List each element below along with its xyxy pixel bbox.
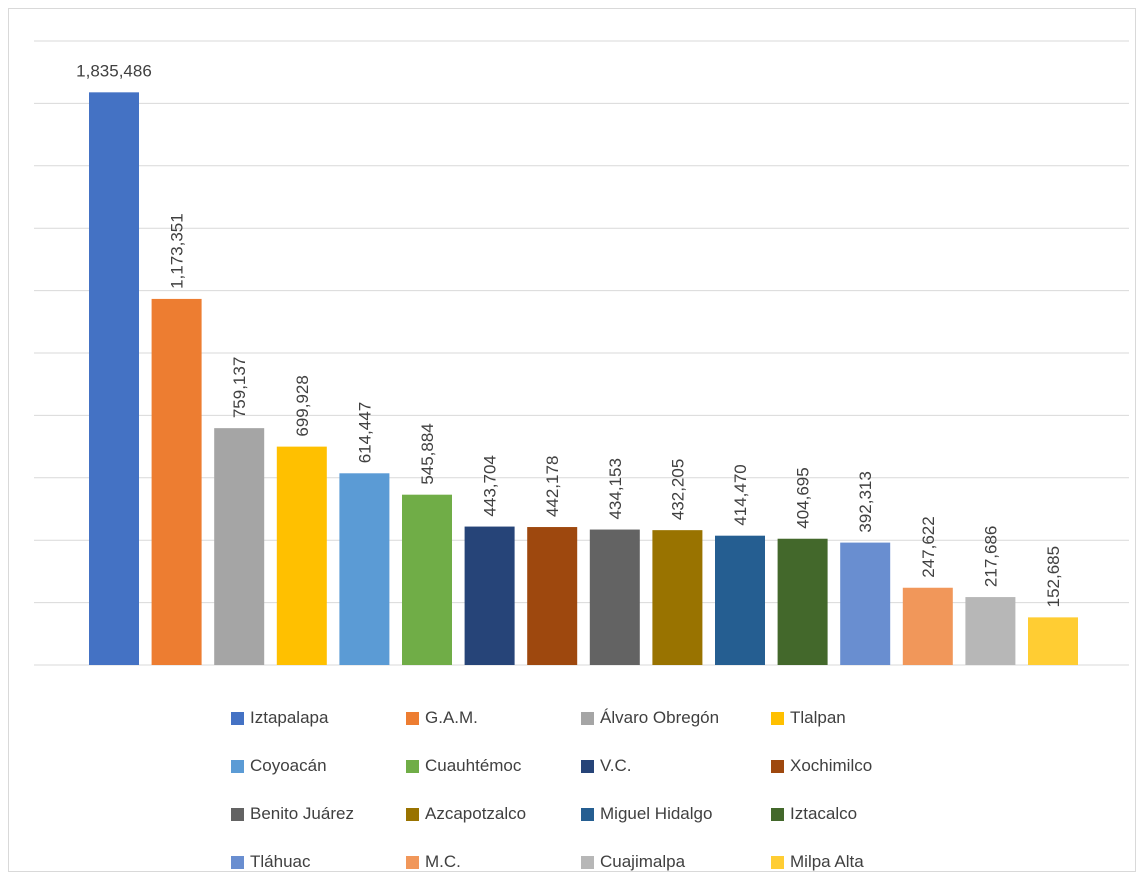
data-label-12: 404,695 [794,467,813,528]
legend-item-8: Xochimilco [771,753,971,779]
data-label-8: 442,178 [543,456,562,517]
legend-swatch [771,711,784,725]
bar-11 [715,535,765,665]
legend-label: Benito Juárez [250,804,354,823]
data-label-15: 217,686 [981,526,1000,587]
legend-swatch [406,711,419,725]
legend-label: V.C. [600,756,632,775]
bar-9 [589,529,640,665]
bar-10 [652,530,703,665]
legend-label: Tláhuac [250,852,311,871]
bar-chart: 1,835,486 1,173,351 759,137 699,928 614,447 5… [34,40,1129,666]
bar-2 [151,298,202,665]
bar-16 [1028,617,1078,665]
legend-swatch [231,855,244,869]
legend-label: Milpa Alta [790,852,864,871]
legend-swatch [231,759,244,773]
legend-swatch [771,759,784,773]
bar-5 [339,473,390,665]
bar-6 [402,494,452,665]
data-label-13: 392,313 [856,471,875,532]
legend-label: Miguel Hidalgo [600,804,713,823]
legend-item-2: G.A.M. [406,705,581,731]
legend-item-13: Tláhuac [231,849,406,875]
bar-14 [902,587,953,665]
legend-item-5: Coyoacán [231,753,406,779]
data-label-6: 545,884 [418,423,437,484]
chart-frame: 1,835,486 1,173,351 759,137 699,928 614,447 5… [8,8,1136,872]
legend-item-4: Tlalpan [771,705,971,731]
bar-3 [214,428,265,665]
legend-label: G.A.M. [425,708,478,727]
legend-item-10: Azcapotzalco [406,801,581,827]
legend-label: Xochimilco [790,756,873,775]
legend-label: Tlalpan [790,708,846,727]
legend-swatch [581,807,594,821]
legend-item-14: M.C. [406,849,581,875]
data-label-3: 759,137 [230,357,249,418]
data-label-5: 614,447 [355,402,374,463]
legend-swatch [581,855,594,869]
legend-swatch [231,807,244,821]
data-label-14: 247,622 [919,516,938,577]
legend-item-6: Cuauhtémoc [406,753,581,779]
legend-swatch [581,759,594,773]
bar-12 [777,538,828,665]
legend-label: Azcapotzalco [425,804,527,823]
legend-swatch [771,855,784,869]
data-label-4: 699,928 [293,375,312,436]
legend-label: Iztapalapa [250,708,329,727]
legend-swatch [771,807,784,821]
legend-label: Álvaro Obregón [600,708,720,727]
legend-swatch [406,759,419,773]
legend-label: Iztacalco [790,804,858,823]
bar-8 [527,527,578,665]
data-label-10: 432,205 [668,459,687,520]
data-label-1: 1,835,486 [76,61,152,80]
legend-label: Cuauhtémoc [425,756,522,775]
legend-item-3: Álvaro Obregón [581,705,771,731]
legend-label: Cuajimalpa [600,852,686,871]
data-label-9: 434,153 [606,458,625,519]
legend-swatch [406,855,419,869]
data-label-2: 1,173,351 [168,213,187,289]
legend-item-16: Milpa Alta [771,849,971,875]
legend: Iztapalapa G.A.M. Álvaro Obregón Tlalpan Coy… [231,705,971,875]
legend-swatch [231,711,244,725]
data-label-11: 414,470 [731,464,750,525]
legend-label: Coyoacán [250,756,327,775]
data-label-16: 152,685 [1044,546,1063,607]
legend-item-9: Benito Juárez [231,801,406,827]
bar-4 [276,446,327,665]
legend-label: M.C. [425,852,461,871]
legend-swatch [406,807,419,821]
bar-7 [464,526,515,665]
legend-item-11: Miguel Hidalgo [581,801,771,827]
legend-item-7: V.C. [581,753,771,779]
bar-15 [965,597,1016,665]
bar-13 [840,542,891,665]
data-label-7: 443,704 [481,455,500,516]
legend-item-12: Iztacalco [771,801,971,827]
bars [89,92,1078,665]
legend-swatch [581,711,594,725]
legend-item-1: Iztapalapa [231,705,406,731]
bar-1 [89,92,139,665]
data-labels: 1,835,486 1,173,351 759,137 699,928 614,447 5… [76,61,1063,607]
legend-item-15: Cuajimalpa [581,849,771,875]
